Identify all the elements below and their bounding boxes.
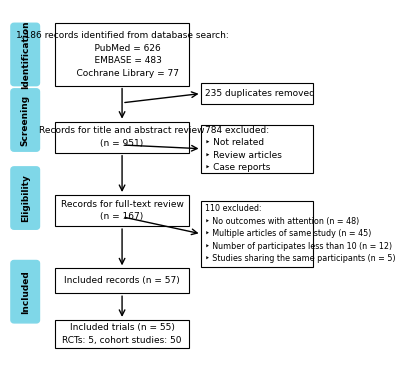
FancyBboxPatch shape [11,23,40,86]
Text: 784 excluded:
‣ Not related
‣ Review articles
‣ Case reports: 784 excluded: ‣ Not related ‣ Review art… [205,125,282,172]
FancyBboxPatch shape [55,320,189,348]
Text: Included records (n = 57): Included records (n = 57) [64,276,180,285]
Text: 235 duplicates removed: 235 duplicates removed [205,89,315,98]
FancyBboxPatch shape [55,23,189,86]
FancyBboxPatch shape [55,195,189,226]
FancyBboxPatch shape [202,82,313,105]
Text: Included: Included [21,270,30,314]
Text: Identification: Identification [21,20,30,89]
Text: Screening: Screening [21,95,30,146]
Text: Eligibility: Eligibility [21,174,30,222]
FancyBboxPatch shape [55,121,189,153]
FancyBboxPatch shape [202,125,313,173]
FancyBboxPatch shape [11,89,40,151]
Text: 1,186 records identified from database search:
    PubMed = 626
    EMBASE = 483: 1,186 records identified from database s… [16,31,228,78]
FancyBboxPatch shape [55,268,189,293]
Text: Records for full-text review
(n = 167): Records for full-text review (n = 167) [61,200,184,221]
Text: 110 excluded:
‣ No outcomes with attention (n = 48)
‣ Multiple articles of same : 110 excluded: ‣ No outcomes with attenti… [205,205,396,263]
Text: Records for title and abstract review
(n = 951): Records for title and abstract review (n… [39,127,205,148]
FancyBboxPatch shape [11,167,40,229]
FancyBboxPatch shape [11,261,40,323]
Text: Included trials (n = 55)
RCTs: 5, cohort studies: 50: Included trials (n = 55) RCTs: 5, cohort… [62,323,182,344]
FancyBboxPatch shape [202,201,313,267]
